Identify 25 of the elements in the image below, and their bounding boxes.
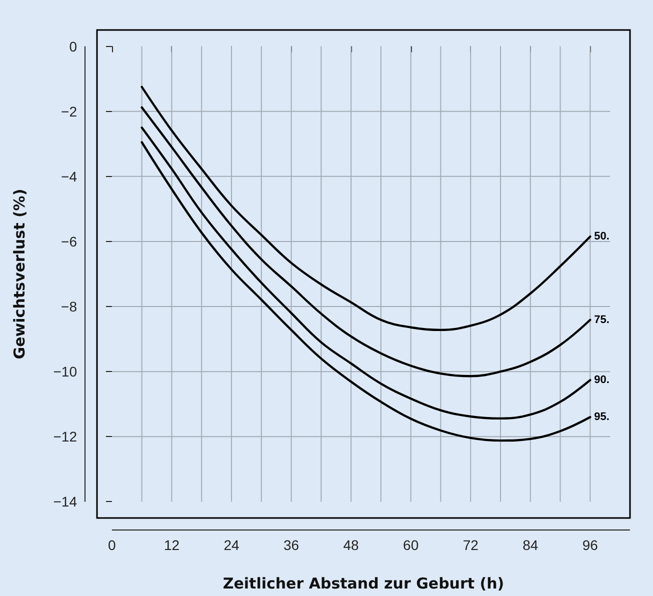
y-tick-label: −14 (53, 494, 78, 510)
x-tick-label: 36 (283, 537, 300, 553)
x-tick-label: 0 (108, 537, 116, 553)
series-label: 50. (594, 230, 610, 243)
x-tick-label: 60 (403, 537, 419, 553)
series-label: 75. (594, 314, 610, 326)
y-tick-label: −10 (53, 364, 78, 380)
x-tick-label: 12 (164, 537, 180, 553)
x-axis-title: Zeitlicher Abstand zur Geburt (h) (222, 574, 504, 592)
series-label: 90. (594, 374, 610, 386)
line-series (140, 86, 592, 332)
y-tick-label: −2 (61, 103, 78, 120)
x-tick-label: 24 (224, 537, 240, 553)
line-series (140, 106, 592, 378)
y-tick-label: 0 (69, 38, 78, 54)
x-tick-label: 48 (343, 537, 360, 553)
x-tick-label: 96 (582, 537, 598, 553)
x-tick-label: 84 (522, 537, 538, 553)
x-tick-label: 72 (462, 537, 479, 553)
y-tick-label: −12 (53, 428, 78, 445)
y-tick-label: −4 (61, 168, 78, 184)
y-tick-label: −8 (61, 298, 78, 315)
y-axis-title: Gewichtsverlust (%) (10, 188, 28, 360)
y-tick-label: −6 (61, 233, 78, 250)
series-label: 95. (594, 411, 610, 424)
